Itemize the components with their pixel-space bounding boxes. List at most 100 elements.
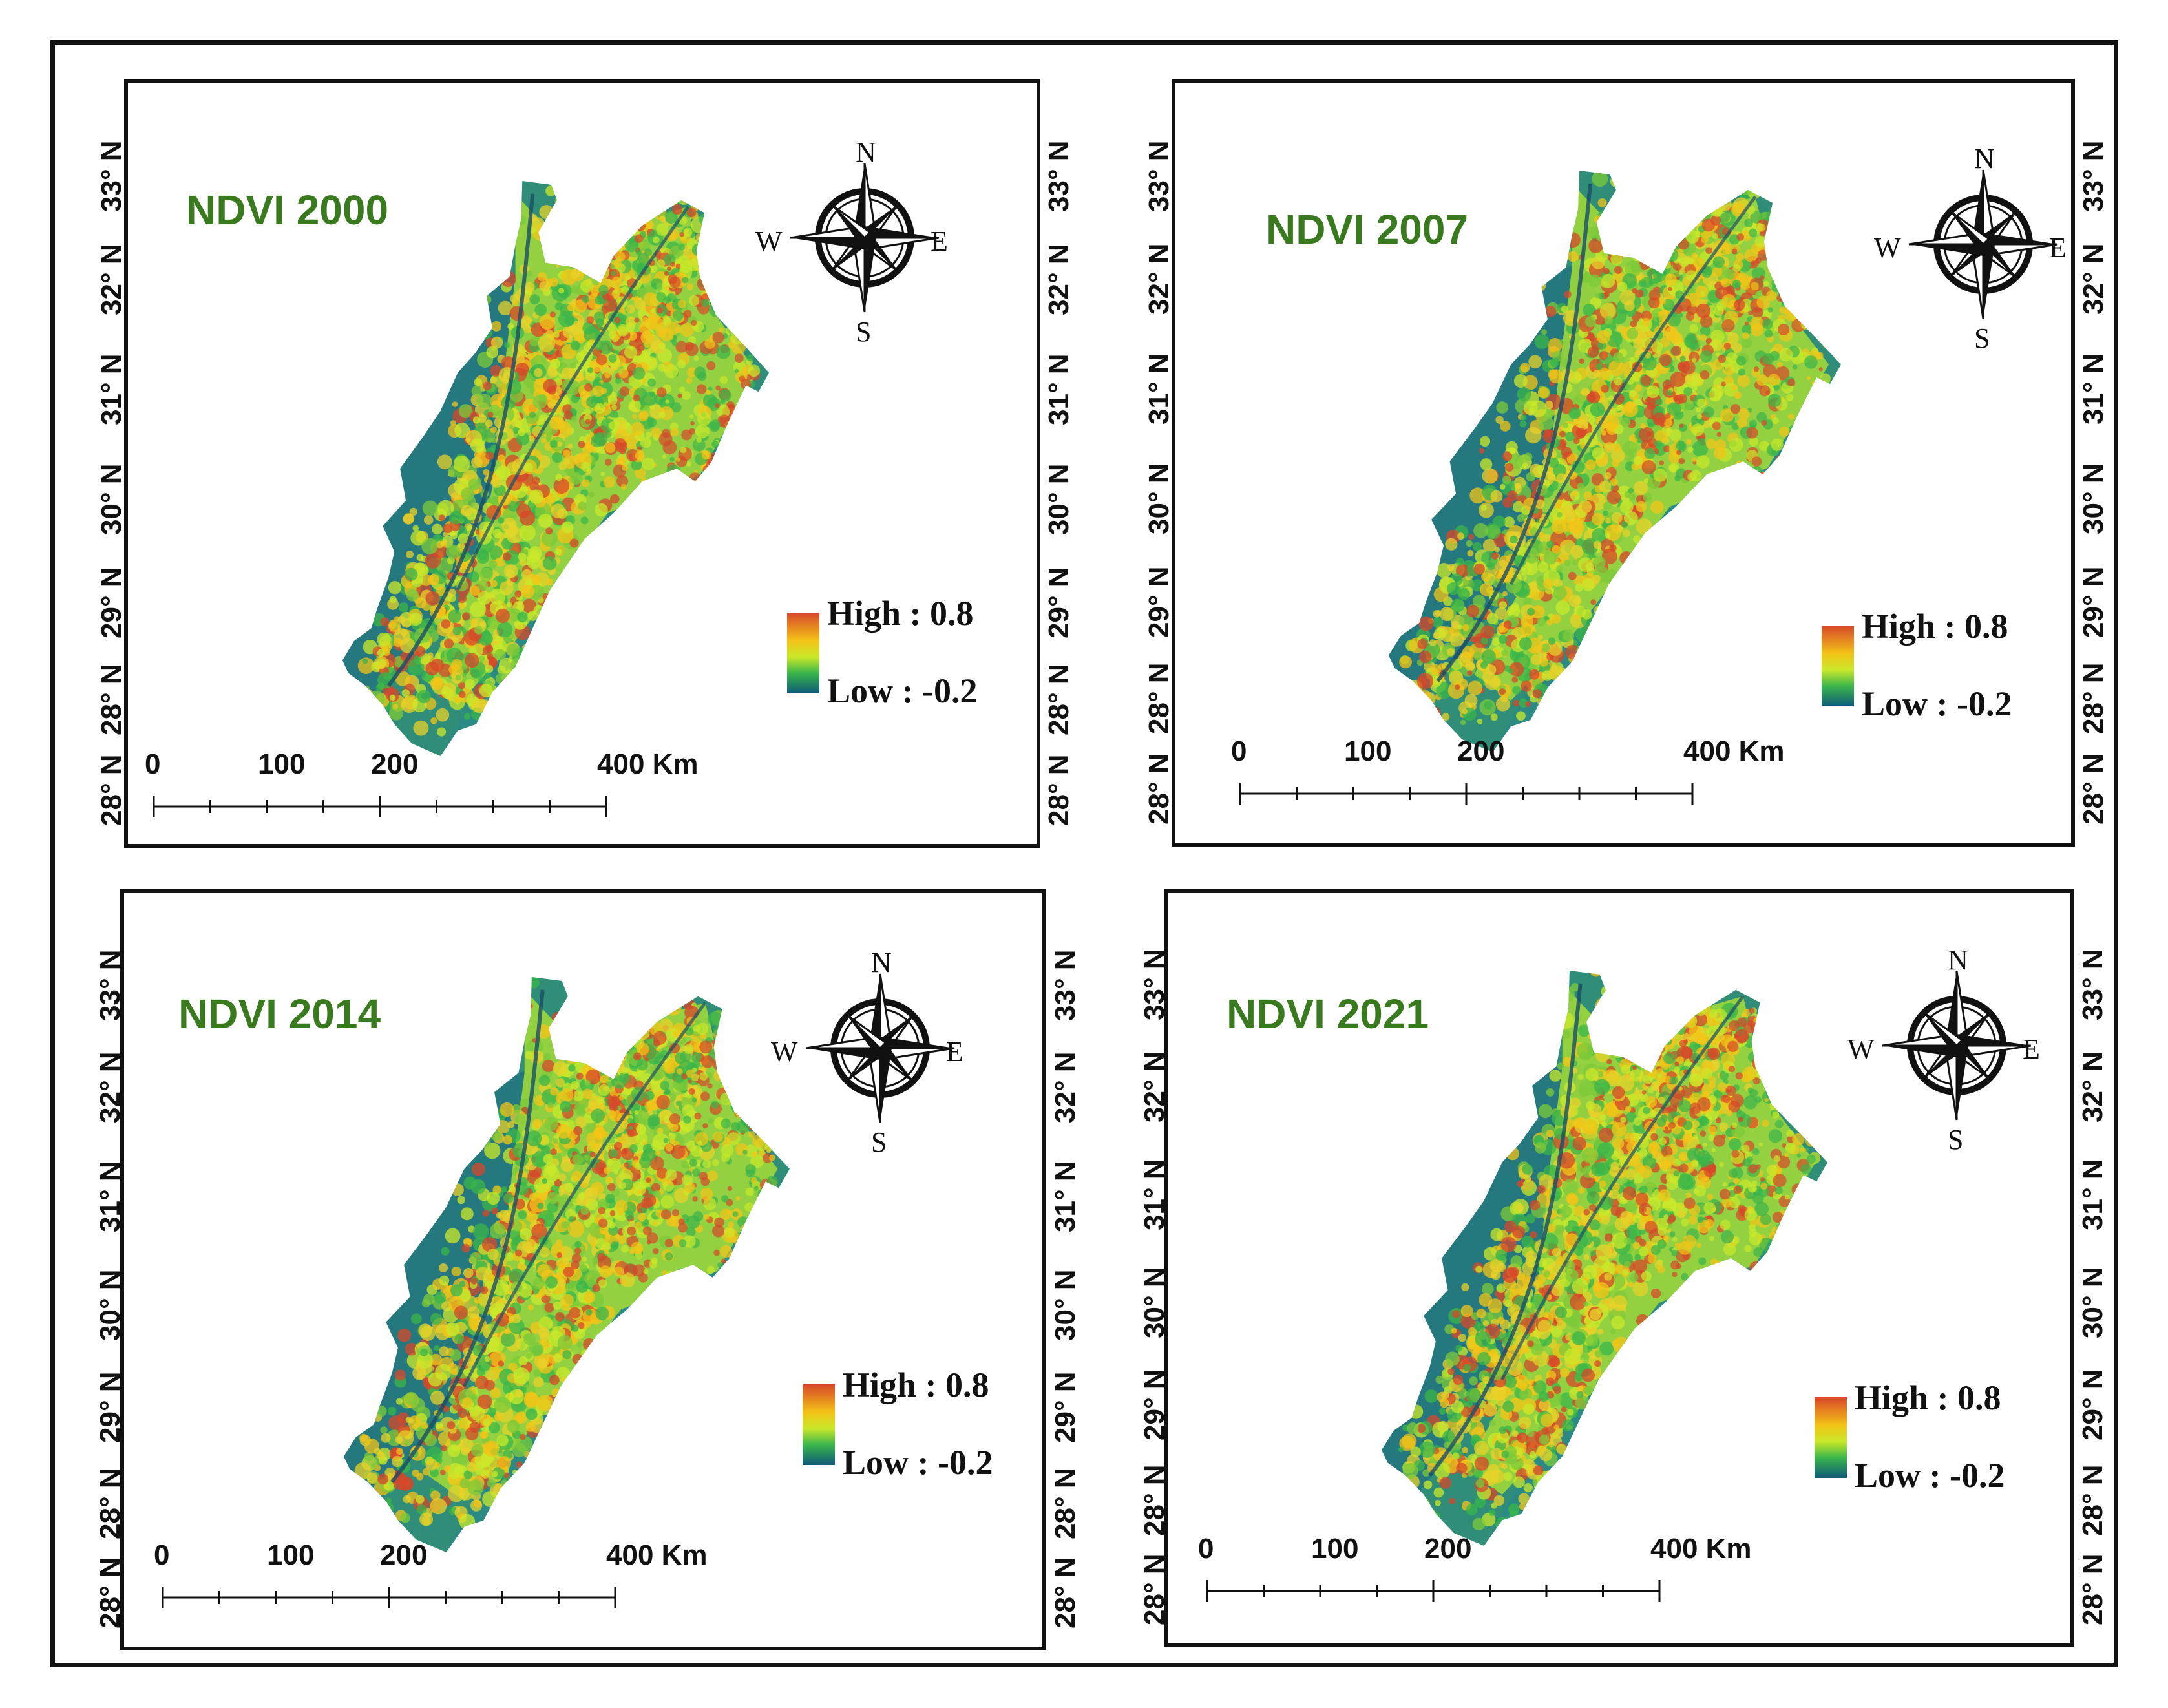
latitude-label-left: 28° N [96, 754, 127, 826]
ndvi-raster [1382, 971, 1827, 1546]
latitude-label-right: 29° N [2077, 1369, 2109, 1440]
latitude-label-left: 30° N [94, 1269, 126, 1341]
scale-label: 0 [1231, 735, 1247, 767]
latitude-label-right: 29° N [1043, 567, 1075, 638]
scale-label: 0 [1198, 1533, 1214, 1565]
latitude-label-right: 28° N [1043, 664, 1075, 735]
latitude-label-left: 29° N [1143, 566, 1175, 638]
scale-label: 0 [145, 748, 161, 780]
latitude-label-right: 32° N [1043, 244, 1075, 315]
compass-label-n: N [871, 947, 892, 978]
latitude-label-right: 28° N [2077, 1464, 2109, 1536]
latitude-label-right: 30° N [2077, 1267, 2109, 1339]
scale-label: 400 Km [606, 1539, 708, 1571]
latitude-label-right: 28° N [1049, 1468, 1081, 1539]
latitude-label-right: 33° N [2078, 140, 2109, 212]
scale-label: 100 [267, 1539, 315, 1571]
ndvi-map-2 [162, 973, 955, 1608]
ndvi-map-3 [1206, 971, 2032, 1602]
latitude-label-left: 28° N [1143, 753, 1175, 825]
figure-frame [50, 40, 2118, 1667]
scale-label: 0 [154, 1539, 170, 1571]
latitude-label-right: 31° N [1049, 1161, 1081, 1232]
compass-label-w: W [755, 226, 783, 257]
scale-bar [1206, 1580, 1661, 1602]
latitude-label-right: 33° N [1043, 140, 1075, 212]
compass-label-w: W [1874, 232, 1901, 264]
latitude-label-left: 31° N [96, 353, 127, 425]
scale-label: 400 Km [597, 748, 699, 780]
legend-color-bar [1815, 1397, 1847, 1478]
latitude-label-left: 30° N [1143, 463, 1175, 534]
latitude-label-left: 32° N [1139, 1051, 1170, 1123]
compass-label-w: W [1847, 1033, 1875, 1065]
latitude-label-right: 31° N [2078, 353, 2109, 425]
latitude-label-left: 29° N [1139, 1369, 1170, 1440]
compass-label-s: S [871, 1126, 887, 1158]
latitude-label-left: 28° N [94, 1468, 126, 1539]
compass-label-e: E [946, 1036, 963, 1068]
legend-high-label: High : 0.8 [827, 594, 974, 633]
scale-label: 400 Km [1683, 735, 1785, 767]
latitude-label-right: 31° N [1043, 353, 1075, 425]
scale-bar [162, 1587, 616, 1608]
latitude-label-right: 30° N [2078, 463, 2109, 534]
ndvi-map-0 [153, 163, 940, 817]
legend-high-label: High : 0.8 [1862, 607, 2008, 646]
legend-high-label: High : 0.8 [843, 1365, 989, 1404]
scale-label: 200 [380, 1539, 428, 1571]
legend-color-bar [803, 1384, 835, 1465]
compass-rose-icon [1908, 169, 2058, 319]
latitude-label-right: 29° N [2078, 566, 2109, 638]
compass-label-n: N [856, 136, 876, 168]
latitude-label-left: 32° N [94, 1051, 126, 1124]
scale-label: 200 [1424, 1533, 1472, 1565]
latitude-label-right: 28° N [1049, 1557, 1081, 1629]
legend-high-label: High : 0.8 [1855, 1378, 2001, 1417]
latitude-label-right: 29° N [1049, 1371, 1081, 1444]
map-panel-ndvi-2000: NDVI 2000 N S E W High : 0.8 Low : -0.2 0 100 200… [96, 79, 1075, 848]
map-panel-ndvi-2007: NDVI 2007 N S E W High : 0.8 Low : -0.2 0 100 200… [1143, 79, 2109, 847]
latitude-label-left: 28° N [1139, 1464, 1170, 1536]
ndvi-raster [342, 181, 769, 756]
map-title: NDVI 2014 [178, 991, 381, 1037]
latitude-label-right: 28° N [1043, 754, 1075, 826]
latitude-label-right: 30° N [1049, 1269, 1081, 1341]
scale-label: 200 [1457, 735, 1505, 767]
latitude-label-left: 28° N [1143, 662, 1175, 735]
legend-low-label: Low : -0.2 [1855, 1456, 2005, 1495]
scale-label: 400 Km [1650, 1533, 1752, 1565]
latitude-label-left: 28° N [94, 1557, 126, 1629]
latitude-label-right: 32° N [2077, 1051, 2109, 1123]
latitude-label-left: 33° N [1143, 140, 1175, 212]
latitude-label-left: 31° N [1143, 353, 1175, 425]
latitude-label-right: 32° N [1049, 1051, 1081, 1124]
latitude-label-left: 28° N [1139, 1554, 1170, 1625]
legend-low-label: Low : -0.2 [1862, 684, 2012, 723]
compass-rose-icon [805, 973, 955, 1123]
scale-bar [153, 796, 607, 817]
latitude-label-right: 33° N [2077, 949, 2109, 1020]
latitude-label-left: 31° N [1139, 1159, 1170, 1230]
compass-label-n: N [1974, 143, 1995, 174]
compass-label-n: N [1948, 944, 1968, 976]
map-title: NDVI 2007 [1266, 206, 1469, 253]
latitude-label-left: 29° N [94, 1371, 126, 1444]
compass-rose-icon [790, 163, 940, 313]
latitude-label-left: 33° N [96, 140, 127, 212]
latitude-label-left: 32° N [1143, 243, 1175, 315]
legend-low-label: Low : -0.2 [843, 1443, 993, 1482]
latitude-label-left: 29° N [96, 567, 127, 638]
compass-label-e: E [931, 226, 948, 257]
compass-label-e: E [2023, 1033, 2040, 1065]
latitude-label-left: 33° N [94, 949, 126, 1021]
compass-label-s: S [1974, 322, 1990, 354]
scale-label: 100 [1344, 735, 1392, 767]
compass-rose-icon [1882, 971, 2032, 1121]
latitude-label-left: 33° N [1139, 949, 1170, 1020]
scale-label: 100 [1311, 1533, 1359, 1565]
scale-label: 200 [371, 748, 419, 780]
map-panel-ndvi-2014: NDVI 2014 N S E W High : 0.8 Low : -0.2 0 100 200… [94, 889, 1081, 1650]
latitude-label-left: 30° N [96, 463, 127, 535]
latitude-label-right: 30° N [1043, 463, 1075, 535]
